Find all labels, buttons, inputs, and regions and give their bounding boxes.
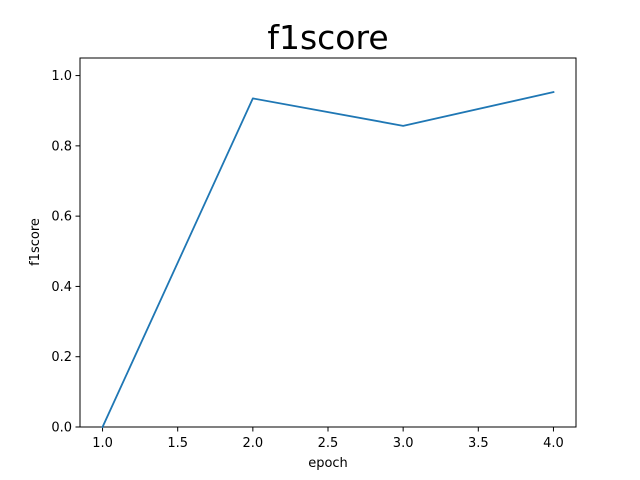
y-tick-label: 0.4 [51,280,72,295]
series-line [101,91,555,429]
y-axis-label: f1score [28,218,43,266]
chart-title: f1score [267,18,388,57]
x-tick-label: 4.0 [543,436,564,451]
y-tick-label: 0.0 [51,421,72,436]
x-tick-label: 3.5 [468,436,489,451]
y-tick-label: 1.0 [51,69,72,84]
y-tick-label: 0.8 [51,139,72,154]
x-tick-label: 1.0 [92,436,113,451]
x-axis-ticks: 1.0 1.5 2.0 2.5 3.0 3.5 4.0 [92,427,564,451]
plot-area: 1.0 1.5 2.0 2.5 3.0 3.5 4.0 0.0 0.2 0.4 0.6 0.8 1.0 [51,57,577,451]
y-tick-label: 0.2 [51,350,72,365]
y-axis-ticks: 0.0 0.2 0.4 0.6 0.8 1.0 [51,69,80,436]
series-group [101,91,555,429]
x-axis-label: epoch [308,456,348,471]
x-tick-label: 3.0 [393,436,414,451]
x-tick-label: 2.5 [318,436,339,451]
x-tick-label: 1.5 [167,436,188,451]
x-tick-label: 2.0 [243,436,264,451]
y-tick-label: 0.6 [51,210,72,225]
